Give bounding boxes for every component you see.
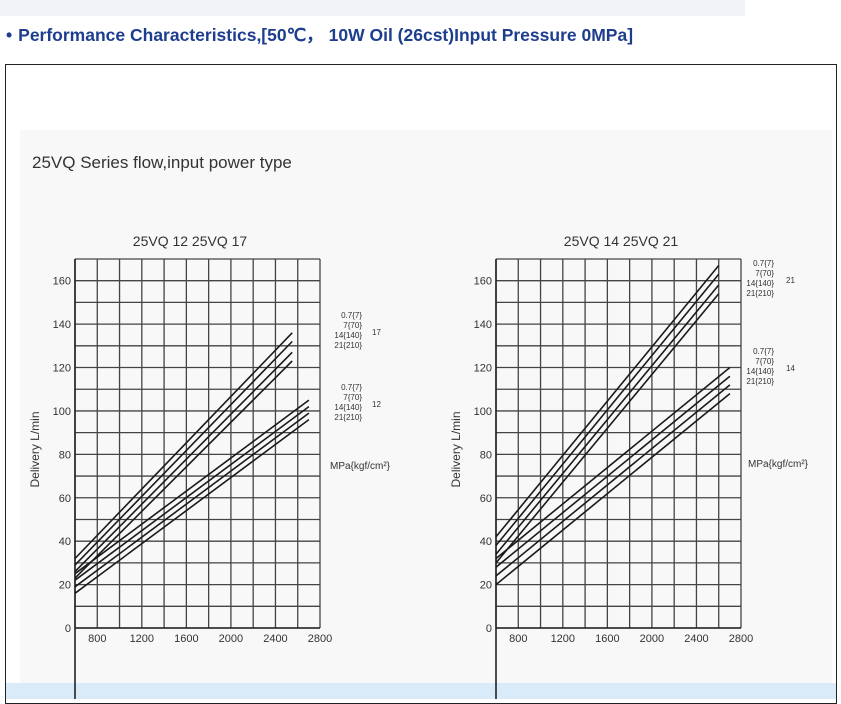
x-tick-label: 2400 (684, 633, 708, 645)
series-line (74, 351, 293, 573)
y-tick-label: 20 (480, 580, 492, 592)
y-tick-label: 80 (59, 449, 71, 461)
series-line (495, 366, 731, 560)
x-tick-label: 2800 (308, 633, 332, 645)
x-tick-label: 1600 (174, 633, 198, 645)
series-line (495, 264, 720, 538)
unit-label: MPa{kgf/cm²} (748, 459, 809, 470)
x-tick-label: 2800 (729, 633, 753, 645)
series-line (495, 273, 720, 547)
legend-entry: 7{70} (343, 321, 362, 330)
legend-group-label: 14 (786, 364, 795, 373)
series-line (74, 405, 310, 581)
y-tick-label: 60 (59, 493, 71, 505)
page-heading: • Performance Characteristics,[50℃， 10W O… (6, 22, 633, 47)
legend-entry: 14{140} (334, 403, 362, 412)
legend-group-label: 17 (372, 328, 381, 337)
series-line (74, 340, 293, 566)
legend-entry: 7{70} (755, 269, 774, 278)
legend-entry: 14{140} (746, 279, 774, 288)
x-tick-label: 1200 (551, 633, 575, 645)
legend-entry: 21{210} (746, 377, 774, 386)
series-line (74, 399, 310, 575)
y-tick-label: 0 (65, 623, 71, 635)
x-tick-label: 800 (509, 633, 527, 645)
legend-entry: 0.7{7} (753, 259, 774, 268)
legend-group-label: 12 (372, 400, 381, 409)
legend-entry: 0.7{7} (341, 311, 362, 320)
legend-entry: 7{70} (343, 393, 362, 402)
legend-entry: 7{70} (755, 357, 774, 366)
legend-entry: 14{140} (746, 367, 774, 376)
x-tick-label: 2000 (640, 633, 664, 645)
figure-subtitle: 25VQ Series flow,input power type (32, 153, 292, 172)
y-tick-label: 40 (59, 536, 71, 548)
y-tick-label: 120 (474, 363, 492, 375)
y-tick-label: 40 (480, 536, 492, 548)
series-line (495, 392, 731, 586)
y-tick-label: 60 (480, 493, 492, 505)
series-line (74, 332, 293, 560)
heading-text: Performance Characteristics,[50℃， 10W Oi… (18, 25, 634, 45)
y-axis-label: Delivery L/min (28, 411, 42, 487)
x-tick-label: 1600 (595, 633, 619, 645)
y-tick-label: 100 (474, 406, 492, 418)
y-tick-label: 140 (474, 319, 492, 331)
legend-entry: 21{210} (334, 341, 362, 350)
legend-group-label: 21 (786, 276, 795, 285)
legend-entry: 14{140} (334, 331, 362, 340)
y-tick-label: 120 (53, 363, 71, 375)
y-tick-label: 160 (53, 276, 71, 288)
y-tick-label: 20 (59, 580, 71, 592)
x-tick-label: 800 (88, 633, 106, 645)
y-tick-label: 0 (486, 623, 492, 635)
y-tick-label: 100 (53, 406, 71, 418)
legend-entry: 21{210} (334, 413, 362, 422)
legend-entry: 0.7{7} (753, 347, 774, 356)
bottom-strip (6, 683, 836, 699)
bullet-icon: • (6, 25, 13, 45)
series-line (495, 375, 731, 568)
top-bar (0, 0, 745, 16)
legend-entry: 21{210} (746, 289, 774, 298)
series-line (495, 284, 720, 555)
series-line (74, 412, 310, 588)
y-tick-label: 160 (474, 276, 492, 288)
x-tick-label: 2400 (263, 633, 287, 645)
series-line (495, 293, 720, 564)
series-line (74, 360, 293, 579)
series-line (495, 384, 731, 577)
chart-title: 25VQ 12 25VQ 17 (133, 233, 248, 249)
y-tick-label: 80 (480, 449, 492, 461)
x-tick-label: 1200 (130, 633, 154, 645)
legend-entry: 0.7{7} (341, 383, 362, 392)
y-axis-label: Delivery L/min (449, 411, 463, 487)
chart-title: 25VQ 14 25VQ 21 (564, 233, 679, 249)
unit-label: MPa{kgf/cm²} (330, 461, 391, 472)
x-tick-label: 2000 (219, 633, 243, 645)
series-line (74, 418, 310, 594)
y-tick-label: 140 (53, 319, 71, 331)
